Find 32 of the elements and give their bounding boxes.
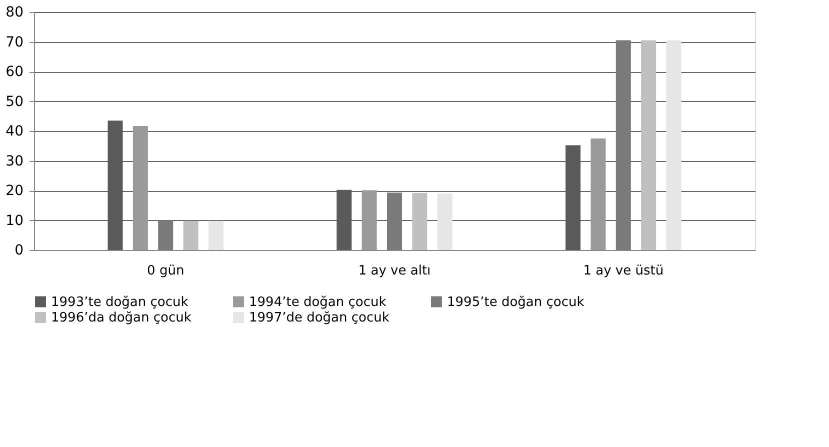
bar [183,220,198,250]
bar [108,120,123,250]
legend-label: 1994’te doğan çocuk [249,294,387,310]
x-tick-label: 1 ay ve altı [358,264,431,278]
legend-label: 1993’te doğan çocuk [51,294,189,310]
bar [590,138,606,250]
y-tick-label: 30 [6,153,24,170]
bar [666,40,682,250]
bar [387,192,402,250]
bar [616,40,631,250]
x-tick-label: 1 ay ve üstü [583,264,664,278]
y-tick-label: 20 [6,183,24,199]
bar [158,220,174,250]
y-tick-label: 40 [6,124,24,140]
bar [641,40,656,250]
y-tick-label: 0 [14,242,24,258]
legend-label: 1995’te doğan çocuk [447,294,585,310]
bar [208,220,224,250]
bar [437,193,452,250]
legend-label: 1997’de doğan çocuk [249,310,390,326]
y-tick-label: 10 [6,212,24,229]
x-tick-label: 0 gün [147,264,184,278]
y-tick-label: 80 [6,4,24,20]
bar [412,192,428,250]
bar [566,145,581,250]
bar [132,126,148,250]
y-tick-label: 60 [6,64,24,80]
bar [362,190,377,250]
bar [336,190,352,250]
y-tick-label: 70 [6,34,24,50]
legend-label: 1996’da doğan çocuk [51,310,192,326]
y-tick-label: 50 [6,94,24,110]
